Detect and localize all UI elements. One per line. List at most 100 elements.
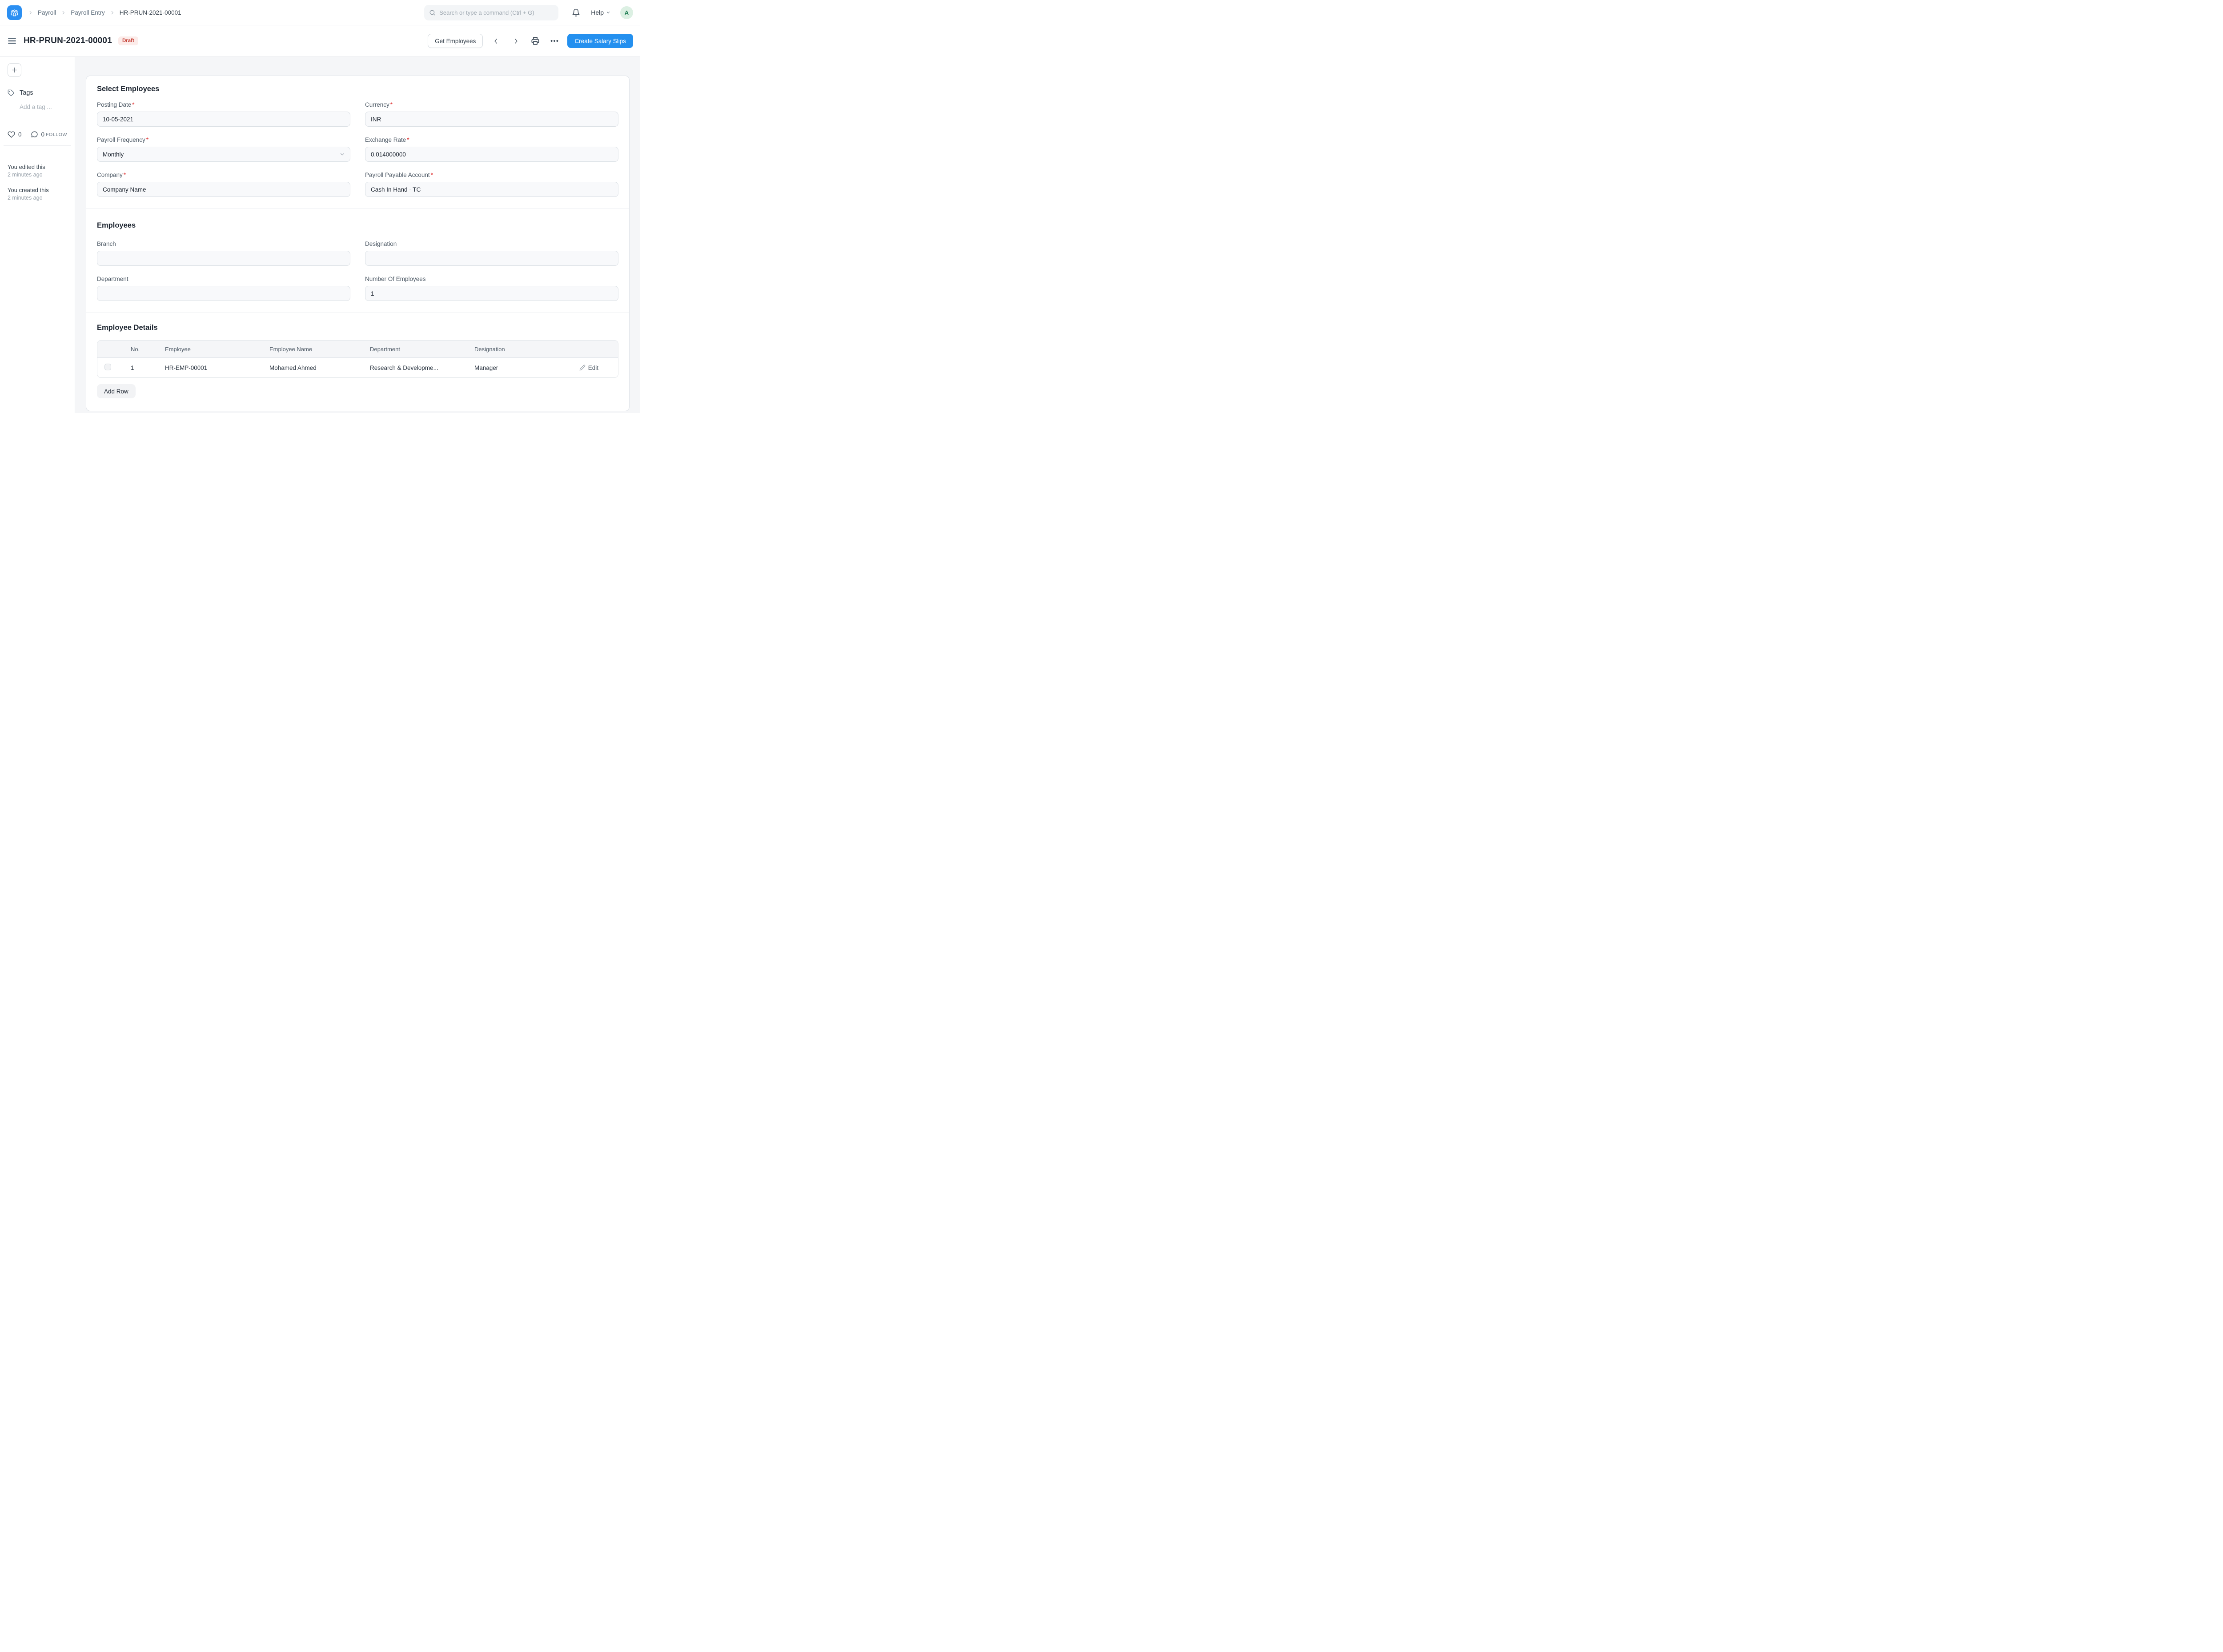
field-payroll-payable-account: Payroll Payable Account * <box>365 172 618 197</box>
ellipsis-icon[interactable] <box>550 40 558 42</box>
currency-input[interactable] <box>365 112 618 127</box>
field-label: Company <box>97 172 123 178</box>
section-select-employees: Select Employees Posting Date* Currency*… <box>86 76 629 209</box>
chevron-right-icon <box>28 10 33 15</box>
tag-icon <box>8 89 15 96</box>
comment-icon <box>31 131 38 138</box>
main-area: Select Employees Posting Date* Currency*… <box>75 57 640 413</box>
search-icon <box>429 9 436 16</box>
branch-input[interactable] <box>97 251 350 266</box>
form-card: Select Employees Posting Date* Currency*… <box>86 76 630 411</box>
payroll-frequency-select[interactable] <box>97 147 350 162</box>
field-posting-date: Posting Date * <box>97 101 350 127</box>
cell-employee-name: Mohamed Ahmed <box>269 364 317 371</box>
department-input[interactable] <box>97 286 350 301</box>
section-title: Employees <box>97 221 136 229</box>
heart-icon <box>8 131 15 138</box>
payroll-payable-account-input[interactable] <box>365 182 618 197</box>
field-designation: Designation <box>365 241 618 266</box>
navbar: Payroll Payroll Entry HR-PRUN-2021-00001… <box>0 0 640 25</box>
chevron-down-icon <box>606 10 610 15</box>
field-number-of-employees: Number Of Employees <box>365 276 618 301</box>
row-checkbox[interactable] <box>104 364 111 370</box>
column-header-designation: Designation <box>474 345 505 353</box>
add-tag-input[interactable]: Add a tag ... <box>20 104 52 110</box>
section-title: Select Employees <box>97 85 160 93</box>
add-row-button[interactable]: Add Row <box>97 384 136 398</box>
section-employees: Employees Branch Designation Department <box>86 209 629 313</box>
column-header-department: Department <box>370 345 400 353</box>
field-label: Currency <box>365 101 389 108</box>
get-employees-button[interactable]: Get Employees <box>428 34 483 48</box>
row-edit-button[interactable]: Edit <box>579 365 598 371</box>
likes-count: 0 <box>18 131 22 138</box>
required-marker: * <box>407 136 409 143</box>
avatar[interactable]: A <box>620 6 633 19</box>
breadcrumb: Payroll Payroll Entry HR-PRUN-2021-00001 <box>28 9 181 16</box>
exchange-rate-input[interactable] <box>365 147 618 162</box>
help-label: Help <box>591 9 604 16</box>
cell-employee[interactable]: HR-EMP-00001 <box>165 364 208 371</box>
tags-label: Tags <box>20 89 33 96</box>
chevron-right-icon[interactable] <box>513 38 519 44</box>
tags-section: Tags <box>8 89 67 96</box>
menu-icon[interactable] <box>7 36 17 46</box>
field-department: Department <box>97 276 350 301</box>
field-label: Exchange Rate <box>365 136 406 143</box>
activity-log: You edited this 2 minutes ago You create… <box>8 164 67 201</box>
posting-date-input[interactable] <box>97 112 350 127</box>
hr-module-icon <box>10 8 19 17</box>
sidebar-divider <box>4 145 71 146</box>
edit-pencil-icon <box>579 365 586 371</box>
cell-department: Research & Developme... <box>370 364 438 371</box>
page-header: HR-PRUN-2021-00001 Draft Get Employees C… <box>0 25 640 57</box>
required-marker: * <box>146 136 149 143</box>
required-marker: * <box>123 172 126 178</box>
number-of-employees-input[interactable] <box>365 286 618 301</box>
create-salary-slips-button[interactable]: Create Salary Slips <box>567 34 633 48</box>
column-header-employee: Employee <box>165 345 191 353</box>
field-label: Department <box>97 276 128 282</box>
page-title: HR-PRUN-2021-00001 <box>24 36 112 45</box>
cell-row-number: 1 <box>131 364 134 371</box>
comments-button[interactable]: 0 <box>31 131 45 138</box>
breadcrumb-item-payroll-entry[interactable]: Payroll Entry <box>71 9 105 16</box>
field-currency: Currency * <box>365 101 618 127</box>
field-label: Number Of Employees <box>365 276 426 282</box>
sidebar: Tags Add a tag ... 0 0 FOLLOW <box>0 57 75 413</box>
like-button[interactable]: 0 <box>8 131 22 138</box>
follow-button[interactable]: FOLLOW <box>46 132 67 137</box>
social-row: 0 0 FOLLOW <box>8 131 67 138</box>
bell-icon[interactable] <box>572 8 580 17</box>
add-attachment-button[interactable] <box>8 63 21 77</box>
global-search-input[interactable]: Search or type a command (Ctrl + G) <box>424 4 559 20</box>
activity-item: You edited this <box>8 164 45 170</box>
required-marker: * <box>430 172 433 178</box>
table-row: 1 HR-EMP-00001 Mohamed Ahmed Research & … <box>97 358 618 377</box>
section-title: Employee Details <box>97 324 158 332</box>
activity-item: You created this <box>8 187 49 193</box>
help-menu[interactable]: Help <box>591 9 610 16</box>
designation-input[interactable] <box>365 251 618 266</box>
employee-details-table: No. Employee Employee Name Department De… <box>97 340 618 378</box>
edit-label: Edit <box>588 364 598 371</box>
required-marker: * <box>132 101 135 108</box>
activity-timestamp: 2 minutes ago <box>8 172 43 178</box>
comments-count: 0 <box>41 131 45 138</box>
field-label: Designation <box>365 241 397 247</box>
chevron-left-icon[interactable] <box>493 38 499 44</box>
field-branch: Branch <box>97 241 350 266</box>
plus-icon <box>11 67 18 73</box>
field-payroll-frequency: Payroll Frequency * <box>97 136 350 162</box>
printer-icon[interactable] <box>531 36 540 45</box>
table-header-row: No. Employee Employee Name Department De… <box>97 341 618 358</box>
chevron-right-icon <box>110 10 115 15</box>
breadcrumb-item-current[interactable]: HR-PRUN-2021-00001 <box>119 9 181 16</box>
breadcrumb-item-payroll[interactable]: Payroll <box>38 9 56 16</box>
status-badge: Draft <box>118 36 138 45</box>
app-logo[interactable] <box>7 5 22 20</box>
section-employee-details: Employee Details No. Employee Employee N… <box>86 313 629 405</box>
search-placeholder: Search or type a command (Ctrl + G) <box>439 9 534 16</box>
header-actions: Get Employees Create Salary Slips <box>428 34 633 48</box>
company-input[interactable] <box>97 182 350 197</box>
